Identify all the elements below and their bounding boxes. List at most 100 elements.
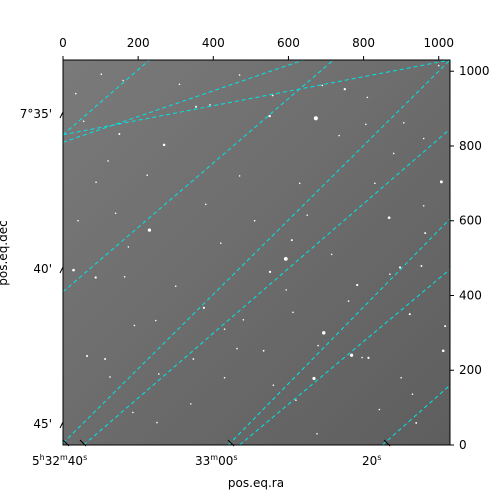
coordinate-grid [63,60,450,445]
dec-tick-mark [59,111,64,119]
star-point [147,228,152,232]
y-axis-label: pos.eq.dec [0,220,10,285]
star-point [82,120,85,123]
star-point [285,289,287,291]
star-point [209,104,211,106]
ra-tick-mark [62,439,70,447]
star-point [271,94,274,97]
star-point [178,83,181,86]
star-point [424,232,427,235]
star-point [389,273,391,275]
star-point [349,353,354,357]
star-point [114,212,117,215]
star-point [367,356,370,360]
star-point [402,121,405,124]
ra-tick-mark [383,439,391,447]
right-tick-label: 400 [459,288,482,302]
star-point [268,114,271,118]
star-point [100,73,103,76]
star-point [122,79,124,82]
star-point [162,143,166,147]
star-point [146,174,148,176]
star-point [411,393,414,395]
grid-line [63,60,150,136]
star-point [366,96,369,99]
star-point [317,344,319,347]
star-point [374,182,376,185]
star-point [420,265,423,267]
star-point [437,64,440,67]
top-tick-label: 200 [127,36,150,50]
star-point [356,283,359,287]
ra-tick-s: 40 [68,454,83,468]
star-point [290,239,293,242]
dec-axis: 7°35' 40' 45' [20,107,64,431]
star-point [378,408,381,411]
grid-line [382,384,450,445]
plot-frame [62,59,451,446]
top-tick-label: 800 [352,36,375,50]
star-point [195,105,197,108]
top-tick-label: 1000 [423,36,454,50]
star-point [109,376,111,378]
ra-axis: 5h32m40s 33m00s 20s [32,439,391,468]
top-tick-label: 600 [277,36,300,50]
star-point [361,356,363,359]
ra-tick-label: 33m00s [195,453,238,468]
right-pixel-axis: 0 200 400 600 800 1000 [450,64,490,452]
star-point [192,358,195,360]
star-point [189,403,192,405]
star-point [238,175,241,177]
dec-tick-label: 45' [33,417,52,431]
star-point [343,87,346,91]
star-point [133,324,136,327]
star-point [202,306,205,309]
ra-tick-m: 33 [195,454,210,468]
stars-layer [72,64,447,435]
star-point [398,266,402,269]
star-point [72,268,75,272]
star-point [127,246,130,248]
grid-line [239,268,450,445]
star-point [236,347,238,350]
grid-line [227,218,450,445]
star-point [223,376,226,379]
ra-tick-s: 20 [362,454,377,468]
star-point [387,216,391,220]
star-point [77,219,79,222]
dec-tick-mark [59,266,64,274]
ra-tick-h: 5 [32,454,40,468]
dec-tick-label: 40' [33,262,52,276]
right-tick-label: 200 [459,363,482,377]
star-point [439,180,443,184]
star-point [283,256,288,261]
dec-tick-label: 7°35' [20,107,52,121]
star-point [220,242,222,244]
ra-tick-s: 00 [218,454,233,468]
star-point [123,275,126,278]
star-point [322,331,326,335]
star-point [272,384,275,386]
star-point [415,422,418,424]
star-point [392,152,395,155]
star-point [298,182,301,185]
star-point [312,376,316,381]
image-panel [63,60,450,445]
star-point [242,318,245,321]
star-point [158,373,160,375]
star-point [321,84,324,87]
ra-tick-m: 32 [45,454,60,468]
star-point [107,160,109,162]
star-point [306,214,309,216]
ra-tick-mark [227,439,235,447]
star-point [268,270,272,274]
star-point [422,204,425,207]
star-point [204,203,207,206]
star-point [338,134,340,137]
star-point [422,137,425,140]
star-point [262,349,265,352]
star-point [86,355,89,358]
star-point [238,74,241,76]
star-point [408,313,411,316]
star-point [441,349,445,353]
